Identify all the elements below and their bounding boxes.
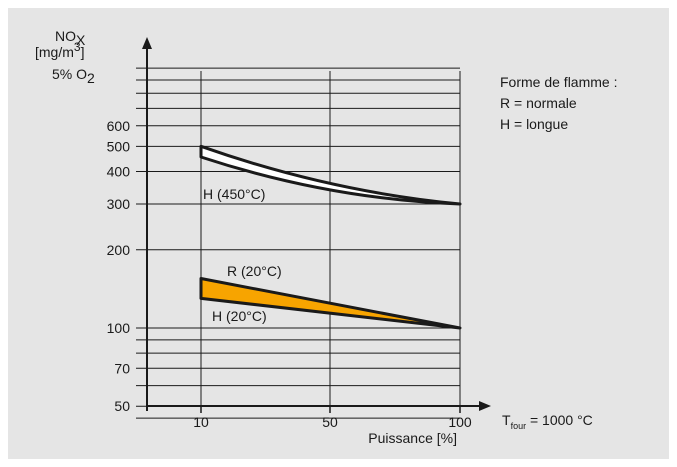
series-label-h20: H (20°C) [212,308,267,324]
x-tick-labels: 10 50 100 [193,414,472,430]
series-label-h450: H (450°C) [203,186,265,202]
chart-frame: 50 70 100 200 300 400 500 600 10 50 100 NOX [mg/m… [8,8,669,459]
series-band-r20 [199,277,462,330]
x-tick-label: 50 [322,414,338,430]
x-axis-label: Puissance [%] [368,430,457,446]
furnace-temperature-label: Tfour = 1000 °C [502,412,593,431]
y-tick-label: 500 [107,138,131,154]
y-axis-label-nox: NOX [55,28,86,48]
y-tick-label: 50 [114,398,130,414]
y-axis-arrow-icon [142,37,152,49]
series-label-r20: R (20°C) [227,263,282,279]
legend-entry-r: R = normale [500,95,577,111]
y-tick-label: 200 [107,242,131,258]
y-tick-label: 300 [107,196,131,212]
y-axis-label-o2: 5% O2 [52,66,95,86]
x-axis-arrow-icon [479,401,491,411]
series-bands [199,144,462,330]
legend-title: Forme de flamme : [500,74,617,90]
y-tick-label: 400 [107,164,131,180]
y-axis-label-unit: [mg/m3] [35,40,84,60]
horizontal-gridlines [136,67,460,419]
series-band-h450 [199,144,462,206]
y-tick-label: 600 [107,118,131,134]
y-tick-label: 70 [114,360,130,376]
x-tick-label: 10 [193,414,209,430]
vertical-gridlines [200,71,461,411]
legend-entry-h: H = longue [500,116,568,132]
axes [142,37,491,413]
y-tick-labels: 50 70 100 200 300 400 500 600 [107,118,131,414]
y-tick-label: 100 [107,320,131,336]
nox-chart: 50 70 100 200 300 400 500 600 10 50 100 NOX [mg/m… [35,28,617,446]
x-tick-label: 100 [448,414,472,430]
